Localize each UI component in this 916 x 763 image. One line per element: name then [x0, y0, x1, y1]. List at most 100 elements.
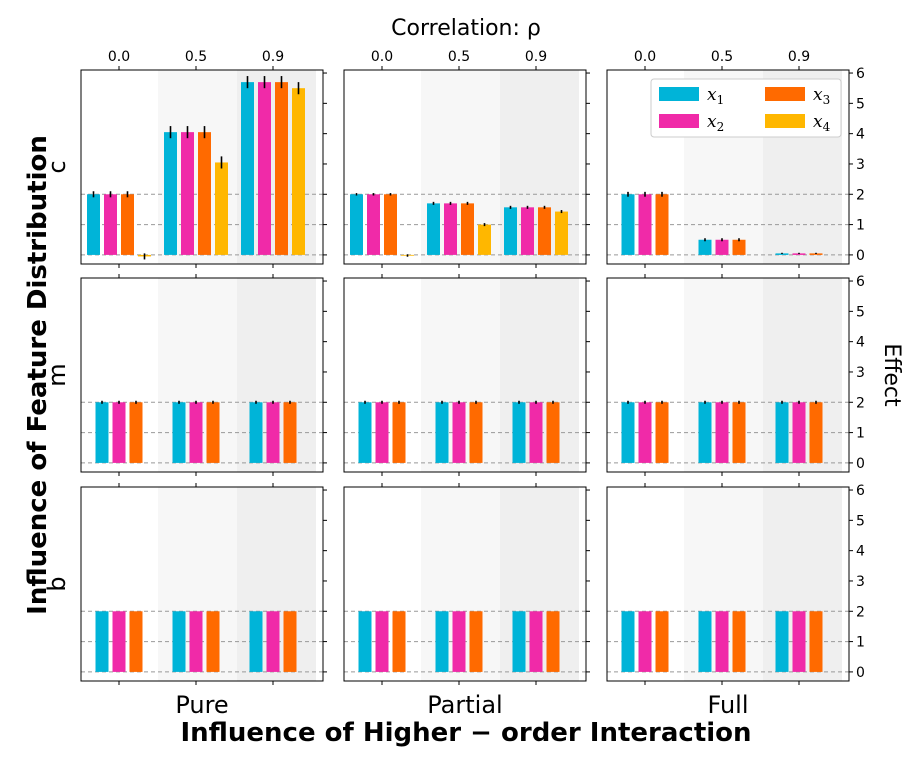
right-tick-label: 3 — [856, 574, 865, 590]
bar-x2 — [529, 402, 543, 463]
bar-x2 — [375, 611, 389, 672]
bar-x1 — [95, 611, 109, 672]
right-axis-title: Effect — [879, 343, 904, 407]
top-tick-label: 0.9 — [788, 49, 810, 65]
bar-x1 — [621, 402, 635, 463]
right-tick-label: 4 — [856, 544, 865, 560]
panel-frame — [80, 486, 324, 682]
bar-x3 — [469, 402, 483, 463]
bar-x1 — [512, 611, 526, 672]
bar-x1 — [241, 82, 254, 255]
bar-x1 — [775, 253, 789, 255]
right-tick-label: 5 — [856, 304, 865, 320]
bar-x2 — [529, 611, 543, 672]
bar-x1 — [621, 611, 635, 672]
bar-x3 — [546, 611, 560, 672]
bar-x1 — [775, 402, 789, 463]
bar-x1 — [775, 611, 789, 672]
x-axis-title: Influence of Higher − order Interaction — [180, 718, 751, 748]
panel-b-full: 0 1 2 3 4 5 6 Full — [606, 483, 865, 719]
bar-x3 — [732, 402, 746, 463]
bar-x2 — [104, 194, 117, 255]
panels: 0.0 0.5 0.9 c 0.0 0.5 0.9 0.0 0.5 0.9 0 1 2 3 4 5 6 m 0 1 2 3… — [43, 49, 865, 719]
bar-x1 — [435, 402, 449, 463]
panel-m-pure: m — [43, 274, 327, 476]
bar-x1 — [172, 611, 186, 672]
bar-x2 — [444, 203, 457, 255]
bar-x4 — [478, 224, 491, 255]
row-label-c: c — [43, 160, 71, 173]
column-label-partial: Partial — [427, 691, 502, 719]
bar-x1 — [512, 402, 526, 463]
bar-x3 — [461, 203, 474, 255]
bar-x3 — [129, 402, 143, 463]
panel-b-pure: b Pure — [43, 483, 327, 719]
bar-x3 — [129, 611, 143, 672]
bar-x2 — [792, 402, 806, 463]
bar-x4 — [215, 162, 228, 255]
bar-x3 — [392, 611, 406, 672]
panel-frame — [80, 69, 324, 265]
bar-x1 — [698, 239, 712, 255]
bar-x3 — [809, 253, 823, 255]
bar-x2 — [189, 611, 203, 672]
panel-frame — [606, 486, 850, 682]
bar-x4 — [292, 88, 305, 255]
panel-frame — [343, 69, 587, 265]
panel-m-partial — [343, 274, 590, 476]
bar-x1 — [358, 402, 372, 463]
top-tick-label: 0.5 — [185, 49, 207, 65]
bar-x2 — [189, 402, 203, 463]
bar-x1 — [95, 402, 109, 463]
row-label-m: m — [43, 363, 71, 386]
right-tick-label: 5 — [856, 96, 865, 112]
top-tick-label: 0.5 — [711, 49, 733, 65]
bar-x3 — [538, 207, 551, 255]
legend-swatch-x4 — [765, 114, 805, 128]
right-tick-label: 6 — [856, 274, 865, 290]
bar-x1 — [504, 207, 517, 255]
legend-swatch-x2 — [659, 114, 699, 128]
right-tick-label: 2 — [856, 187, 865, 203]
bar-x3 — [655, 194, 669, 255]
bar-x2 — [375, 402, 389, 463]
bar-x2 — [638, 402, 652, 463]
bar-x3 — [283, 611, 297, 672]
top-tick-label: 0.0 — [371, 49, 393, 65]
column-label-full: Full — [707, 691, 748, 719]
bar-x3 — [732, 611, 746, 672]
legend-swatch-x3 — [765, 87, 805, 101]
right-tick-label: 4 — [856, 127, 865, 143]
legend-subscript: 2 — [717, 120, 725, 134]
bar-x3 — [392, 402, 406, 463]
bar-x3 — [275, 82, 288, 255]
right-tick-label: 0 — [856, 665, 865, 681]
bar-x1 — [87, 194, 100, 255]
right-tick-label: 2 — [856, 604, 865, 620]
bar-x3 — [206, 611, 220, 672]
right-tick-label: 1 — [856, 218, 865, 234]
bar-x2 — [715, 611, 729, 672]
column-label-pure: Pure — [175, 691, 228, 719]
bar-x4 — [555, 211, 568, 255]
top-tick-label: 0.0 — [108, 49, 130, 65]
panel-c-pure: 0.0 0.5 0.9 c — [43, 49, 327, 268]
bar-x1 — [249, 611, 263, 672]
bar-x3 — [809, 611, 823, 672]
bar-x1 — [698, 402, 712, 463]
bar-x1 — [621, 194, 635, 255]
bar-x3 — [469, 611, 483, 672]
top-tick-label: 0.9 — [525, 49, 547, 65]
right-tick-label: 5 — [856, 513, 865, 529]
top-tick-label: 0.0 — [634, 49, 656, 65]
panel-frame — [343, 486, 587, 682]
y-axis-title: Influence of Feature Distribution — [23, 135, 53, 615]
legend-swatch-x1 — [659, 87, 699, 101]
right-tick-label: 4 — [856, 335, 865, 351]
bar-x3 — [809, 402, 823, 463]
top-tick-label: 0.9 — [262, 49, 284, 65]
right-tick-label: 6 — [856, 483, 865, 499]
bar-x3 — [546, 402, 560, 463]
panel-m-full: 0 1 2 3 4 5 6 — [606, 274, 865, 476]
